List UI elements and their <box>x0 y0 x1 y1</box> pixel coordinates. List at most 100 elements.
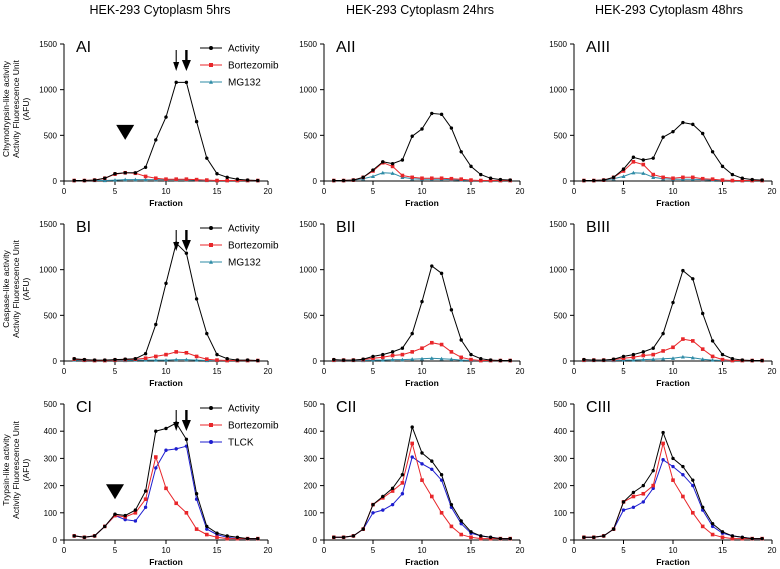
x-tick-label: 20 <box>264 546 273 555</box>
data-point <box>400 158 405 162</box>
x-tick-label: 5 <box>113 187 118 196</box>
data-point <box>602 178 606 182</box>
data-point <box>164 177 168 181</box>
data-point <box>641 353 646 358</box>
data-point <box>235 535 240 539</box>
data-point <box>133 171 138 175</box>
data-point <box>174 80 178 85</box>
data-point <box>720 535 725 540</box>
series-bortezomib <box>582 441 764 541</box>
data-point <box>592 358 596 362</box>
y-tick-label: 1500 <box>39 40 57 49</box>
y-tick-label: 400 <box>44 427 58 436</box>
data-point <box>380 170 385 175</box>
data-point <box>390 353 395 358</box>
x-tick-label: 5 <box>621 546 626 555</box>
data-point <box>582 357 586 362</box>
series-line <box>333 443 511 540</box>
series-tlck <box>332 455 512 541</box>
column-title-48hrs: HEK-293 Cytoplasm 48hrs <box>595 3 743 17</box>
data-point <box>611 357 616 361</box>
y-tick-label: 0 <box>53 536 58 545</box>
data-point <box>215 531 219 535</box>
legend-marker <box>209 243 213 247</box>
legend-marker <box>209 423 213 427</box>
series-activity <box>72 80 260 183</box>
data-point <box>381 352 385 357</box>
x-tick-label: 15 <box>213 367 222 376</box>
data-point <box>508 358 512 363</box>
x-tick-label: 15 <box>718 367 727 376</box>
series-line <box>333 112 511 181</box>
data-point <box>661 175 665 180</box>
panel-biii: 0 500 1000 1500 0 5 10 15 20 Fraction BIII <box>549 219 777 388</box>
data-point <box>710 339 715 343</box>
x-tick-label: 0 <box>572 546 577 555</box>
data-point <box>430 340 434 345</box>
data-point <box>691 277 695 281</box>
data-point <box>671 129 675 134</box>
data-point <box>671 300 675 305</box>
thin-arrow-head <box>173 422 180 431</box>
data-point <box>215 171 219 176</box>
legend-label-activity: Activity <box>228 44 260 55</box>
y-tick-label: 0 <box>563 357 568 366</box>
data-point <box>82 178 87 183</box>
y-tick-label: 1000 <box>549 86 567 95</box>
big-arrowhead <box>116 124 135 140</box>
data-point <box>641 483 645 488</box>
y-tick-label: 0 <box>313 177 318 186</box>
y-tick-label: 1000 <box>39 86 57 95</box>
data-point <box>740 358 744 362</box>
data-point <box>351 178 356 182</box>
y-tick-label: 1000 <box>549 266 567 275</box>
data-point <box>430 264 434 268</box>
x-tick-label: 10 <box>669 187 678 196</box>
data-point <box>479 536 483 541</box>
x-tick-label: 10 <box>418 546 427 555</box>
data-point <box>420 451 424 455</box>
data-point <box>123 517 127 522</box>
data-point <box>410 175 414 180</box>
data-point <box>113 171 117 176</box>
x-tick-label: 15 <box>718 187 727 196</box>
data-point <box>439 478 444 482</box>
panel-bii: 0 500 1000 1500 0 5 10 15 20 Fraction BII <box>299 219 525 388</box>
data-point <box>479 358 483 363</box>
data-point <box>681 337 685 341</box>
x-tick-label: 0 <box>572 187 577 196</box>
data-point <box>410 350 414 354</box>
data-point <box>651 486 655 491</box>
x-tick-label: 0 <box>322 187 327 196</box>
panel-ciii: 0 100 200 300 400 500 0 5 10 15 20 Fraction CIII <box>554 399 777 567</box>
data-point <box>439 271 444 276</box>
data-point <box>680 354 685 359</box>
data-point <box>459 355 463 360</box>
data-point <box>184 251 189 255</box>
row-a-ylabel-3: (AFU) <box>21 98 31 121</box>
data-point <box>420 176 424 181</box>
series-activity <box>72 421 260 541</box>
data-point <box>730 358 735 363</box>
data-point <box>661 356 666 361</box>
data-point <box>351 358 356 362</box>
data-point <box>631 155 636 159</box>
data-point <box>681 473 685 477</box>
data-point <box>740 176 744 180</box>
data-point <box>390 350 395 354</box>
x-tick-label: 20 <box>768 367 777 376</box>
data-point <box>710 177 715 181</box>
thick-arrow-head <box>181 60 191 71</box>
data-point <box>235 177 240 181</box>
data-point <box>651 175 656 179</box>
y-tick-label: 0 <box>563 536 568 545</box>
data-point <box>651 352 655 357</box>
data-point <box>701 311 705 316</box>
data-point <box>710 532 715 537</box>
data-point <box>661 349 665 353</box>
data-point <box>245 536 250 541</box>
data-point <box>205 532 209 537</box>
data-point <box>710 358 715 362</box>
thin-arrow-head <box>173 62 180 71</box>
x-tick-label: 15 <box>213 187 222 196</box>
